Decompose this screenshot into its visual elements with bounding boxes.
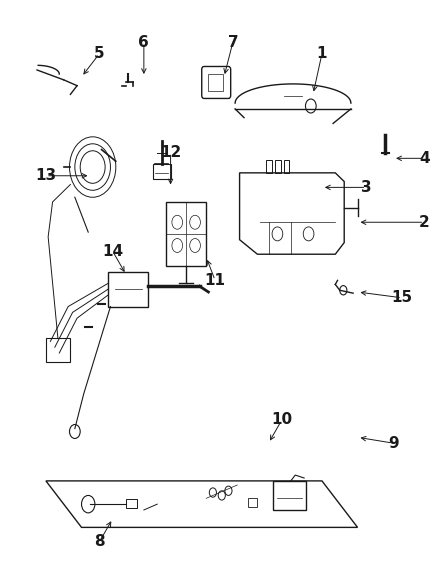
Bar: [108, 272, 148, 307]
Text: 10: 10: [271, 412, 293, 427]
Bar: [273, 481, 306, 510]
Text: 9: 9: [388, 436, 399, 451]
Text: 7: 7: [228, 34, 238, 50]
Text: 14: 14: [102, 244, 123, 259]
Bar: [208, 74, 223, 92]
Text: 3: 3: [361, 180, 372, 195]
Bar: [46, 339, 70, 361]
Text: 12: 12: [160, 145, 181, 160]
Bar: [166, 202, 206, 266]
Text: 1: 1: [317, 46, 327, 61]
Text: 13: 13: [35, 168, 56, 183]
Text: 8: 8: [94, 534, 105, 550]
Text: 4: 4: [419, 151, 430, 166]
Bar: [266, 160, 271, 173]
Text: 11: 11: [205, 273, 226, 288]
Bar: [153, 164, 171, 179]
Bar: [249, 498, 258, 507]
Text: 5: 5: [94, 46, 105, 61]
Bar: [275, 160, 280, 173]
Text: 15: 15: [392, 290, 413, 305]
Text: 6: 6: [138, 34, 149, 50]
Bar: [284, 160, 289, 173]
Text: 2: 2: [419, 215, 430, 230]
Bar: [126, 499, 137, 508]
